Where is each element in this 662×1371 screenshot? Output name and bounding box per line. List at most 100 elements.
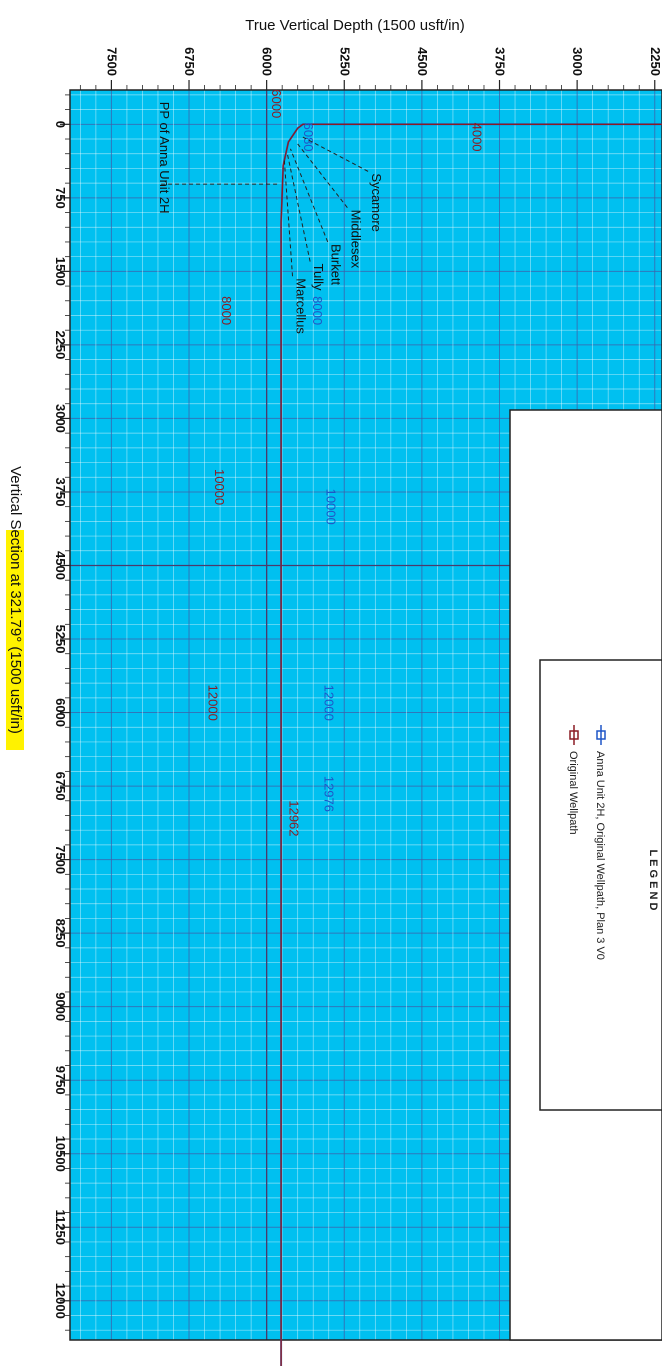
- x-tick-label: 7500: [53, 845, 68, 874]
- x-tick-group: 10500: [53, 1136, 68, 1172]
- series-group: [280, 123, 662, 1371]
- x-tick-group: 750: [53, 187, 68, 209]
- md-label: 6080: [301, 123, 316, 152]
- md-label-group: 6000: [269, 89, 284, 118]
- legend-label-original: Original Wellpath: [567, 751, 579, 835]
- formation-leader: [302, 136, 369, 172]
- md-label-group: 12976: [322, 776, 337, 812]
- legend-marker-plan: [596, 730, 606, 740]
- x-tick-group: 2250: [53, 330, 68, 359]
- x-tick-group: 11250: [53, 1210, 68, 1245]
- x-tick-label: 10500: [53, 1136, 68, 1172]
- x-tick-group: 3750: [53, 477, 68, 506]
- md-label: 12000: [206, 685, 221, 721]
- x-tick-group: 8250: [53, 919, 68, 948]
- x-tick-label: 3000: [53, 404, 68, 433]
- y-tick-label: 3000: [570, 47, 585, 76]
- x-tick-group: 3000: [53, 404, 68, 433]
- x-tick-label: 11250: [53, 1210, 68, 1245]
- y-tick-group: 4500: [415, 47, 430, 76]
- x-tick-group: 1500: [53, 257, 68, 286]
- y-tick-group: 6000: [260, 47, 275, 76]
- x-tick-label: 4500: [53, 551, 68, 580]
- x-tick-label: 0: [53, 121, 68, 128]
- legend-title: L E G E N D: [647, 850, 659, 911]
- md-label: 12976: [322, 776, 337, 812]
- x-tick-group: 9000: [53, 992, 68, 1021]
- md-label: 4000: [470, 123, 485, 152]
- y-tick-label: 5250: [337, 47, 352, 76]
- y-tick-label: 2250: [648, 47, 662, 76]
- y-tick-group: 6750: [182, 47, 197, 76]
- pp-label: PP of Anna Unit 2H: [157, 102, 172, 214]
- md-label: 12962: [286, 800, 301, 836]
- y-tick-label: 6000: [260, 47, 275, 76]
- x-tick-group: 12000: [53, 1283, 68, 1319]
- md-label-group: 12962: [286, 800, 301, 836]
- y-tick-group: 2250: [648, 47, 662, 76]
- md-label: 10000: [212, 469, 227, 505]
- md-label-group: 12000: [322, 685, 337, 721]
- md-label-group: 6080: [301, 123, 316, 152]
- md-label: 12000: [322, 685, 337, 721]
- md-label-group: 8000: [310, 296, 325, 325]
- y-tick-group: 3000: [570, 47, 585, 76]
- formation-label: Tully: [311, 264, 326, 291]
- legend-label-plan: Anna Unit 2H, Original Wellpath, Plan 3 …: [594, 751, 606, 960]
- formation-label: Middlesex: [348, 210, 363, 269]
- x-tick-group: 6750: [53, 772, 68, 801]
- x-tick-label: 2250: [53, 330, 68, 359]
- y-tick-group: 3750: [493, 47, 508, 76]
- x-tick-label: 1500: [53, 257, 68, 286]
- y-tick-group: 5250: [337, 47, 352, 76]
- md-label-group: 10000: [212, 469, 227, 505]
- y-tick-label: 6750: [182, 47, 197, 76]
- x-tick-group: 7500: [53, 845, 68, 874]
- x-tick-label: 12000: [53, 1283, 68, 1319]
- y-tick-label: 3750: [493, 47, 508, 76]
- x-tick-label: 3750: [53, 477, 68, 506]
- annotations: 4000 6000 6080 8000 8000 10000 10000 12000 12000…: [157, 89, 485, 836]
- ticks: 0 750 1500 2250 3000 3750 4500 5250 6000 6750 7500…: [53, 47, 662, 1331]
- plot-frame: [69, 89, 662, 1341]
- x-tick-label: 750: [53, 187, 68, 209]
- x-tick-group: 4500: [53, 551, 68, 580]
- formation-label: Burkett: [329, 244, 344, 286]
- formation-label-group: Sycamore: [369, 173, 384, 232]
- formation-leader: [289, 148, 329, 243]
- x-tick-label: 6750: [53, 772, 68, 801]
- x-tick-group: 5250: [53, 625, 68, 654]
- md-label-group: 8000: [219, 296, 234, 325]
- formation-label-group: Tully: [311, 264, 326, 291]
- y-tick-group: 7500: [104, 47, 119, 76]
- formation-leader: [283, 158, 294, 277]
- x-tick-group: 0: [53, 121, 68, 128]
- formation-label-group: Middlesex: [348, 210, 363, 269]
- x-axis-title-highlight: [6, 530, 24, 750]
- md-label: 10000: [324, 489, 339, 525]
- x-tick-group: 9750: [53, 1066, 68, 1095]
- formation-label: Sycamore: [369, 173, 384, 232]
- formation-leader: [286, 153, 311, 262]
- formation-label-group: Marcellus: [294, 278, 309, 334]
- series-line-1: [280, 123, 662, 1371]
- formation-label: Marcellus: [294, 278, 309, 334]
- md-label-group: 4000: [470, 123, 485, 152]
- x-tick-group: 6000: [53, 698, 68, 727]
- y-tick-label: 4500: [415, 47, 430, 76]
- pp-label-group: PP of Anna Unit 2H: [157, 102, 172, 214]
- x-axis-title: Vertical Section at 321.79° (1500 usft/i…: [7, 466, 24, 734]
- md-label: 8000: [310, 296, 325, 325]
- x-tick-label: 6000: [53, 698, 68, 727]
- md-label-group: 10000: [324, 489, 339, 525]
- x-tick-label: 5250: [53, 625, 68, 654]
- legend-marker-original: [569, 730, 579, 740]
- formation-label-group: Burkett: [329, 244, 344, 286]
- md-label: 8000: [219, 296, 234, 325]
- y-axis-title: True Vertical Depth (1500 usft/in): [245, 17, 465, 34]
- x-tick-label: 9000: [53, 992, 68, 1021]
- y-tick-label: 7500: [104, 47, 119, 76]
- md-label: 6000: [269, 89, 284, 118]
